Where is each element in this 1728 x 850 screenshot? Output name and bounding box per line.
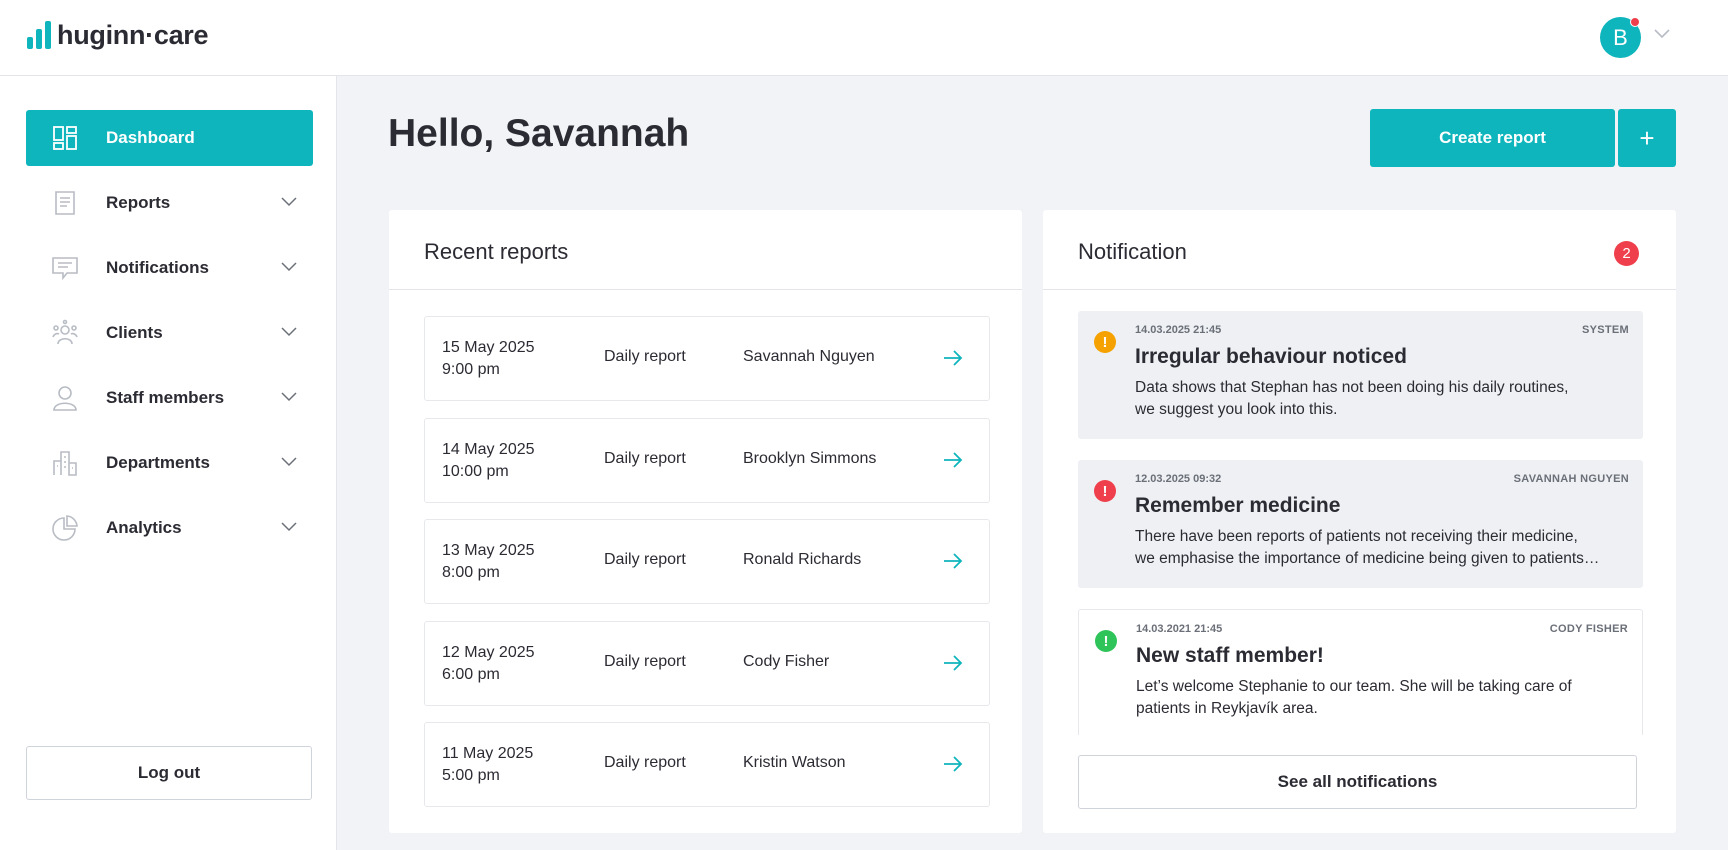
notifications-card: Notification 2 ! 14.03.2025 21:45 SYSTEM… bbox=[1043, 210, 1676, 833]
report-author: Cody Fisher bbox=[743, 653, 830, 670]
report-datetime: 13 May 2025 8:00 pm bbox=[442, 542, 535, 581]
page-title: Hello, Savannah bbox=[388, 112, 690, 155]
table-row[interactable]: 15 May 2025 9:00 pm Daily report Savannah… bbox=[424, 316, 990, 401]
notification-item[interactable]: ! 12.03.2025 09:32 SAVANNAH NGUYEN Remem… bbox=[1078, 460, 1643, 588]
card-header: Notification 2 bbox=[1043, 210, 1676, 290]
chevron-down-icon[interactable] bbox=[281, 197, 297, 207]
reports-icon bbox=[55, 191, 75, 215]
logo-text: huginn·care bbox=[57, 20, 209, 50]
sidebar-item-label: Departments bbox=[106, 453, 210, 472]
arrow-right-icon[interactable] bbox=[943, 655, 963, 671]
notification-body: Data shows that Stephan has not been doi… bbox=[1135, 379, 1569, 418]
clients-icon bbox=[52, 319, 78, 345]
notification-time: 14.03.2025 21:45 bbox=[1135, 324, 1222, 336]
notification-source: SYSTEM bbox=[1581, 324, 1629, 336]
table-row[interactable]: 14 May 2025 10:00 pm Daily report Brookly… bbox=[424, 418, 990, 503]
chevron-down-icon[interactable] bbox=[281, 262, 297, 272]
recent-reports-card: Recent reports 15 May 2025 9:00 pm Daily … bbox=[389, 210, 1022, 833]
report-datetime: 15 May 2025 9:00 pm bbox=[442, 339, 535, 378]
report-author: Ronald Richards bbox=[743, 551, 862, 568]
notifications-list[interactable]: ! 14.03.2025 21:45 SYSTEM Irregular beha… bbox=[1078, 311, 1643, 735]
report-type: Daily report bbox=[604, 348, 686, 365]
card-header: Recent reports bbox=[389, 210, 1022, 290]
chevron-down-icon[interactable] bbox=[281, 522, 297, 532]
notification-title: New staff member! bbox=[1136, 644, 1324, 667]
sidebar-item-label: Notifications bbox=[106, 258, 209, 277]
sidebar: Dashboard Reports Notifications Clients … bbox=[0, 76, 337, 850]
dashboard-icon bbox=[53, 126, 77, 150]
warning-icon: ! bbox=[1094, 331, 1116, 353]
table-row[interactable]: 12 May 2025 6:00 pm Daily report Cody Fis… bbox=[424, 621, 990, 706]
chevron-down-icon[interactable] bbox=[281, 392, 297, 402]
info-icon: ! bbox=[1095, 630, 1117, 652]
arrow-right-icon[interactable] bbox=[943, 350, 963, 366]
report-type: Daily report bbox=[604, 653, 686, 670]
notification-source: CODY FISHER bbox=[1549, 623, 1628, 635]
notification-count-badge: 2 bbox=[1614, 241, 1639, 266]
arrow-right-icon[interactable] bbox=[943, 553, 963, 569]
sidebar-item-staff-members[interactable]: Staff members bbox=[26, 370, 313, 426]
notification-title: Irregular behaviour noticed bbox=[1135, 345, 1407, 368]
alert-icon: ! bbox=[1094, 480, 1116, 502]
table-row[interactable]: 11 May 2025 5:00 pm Daily report Kristin … bbox=[424, 722, 990, 807]
logo[interactable]: huginn·care bbox=[27, 20, 209, 50]
see-all-notifications-button[interactable]: See all notifications bbox=[1078, 755, 1637, 809]
report-author: Kristin Watson bbox=[743, 754, 846, 771]
report-author: Savannah Nguyen bbox=[743, 348, 875, 365]
report-type: Daily report bbox=[604, 450, 686, 467]
notifications-icon bbox=[52, 257, 78, 281]
report-datetime: 12 May 2025 6:00 pm bbox=[442, 644, 535, 683]
report-datetime: 14 May 2025 10:00 pm bbox=[442, 441, 535, 480]
notification-source: SAVANNAH NGUYEN bbox=[1513, 473, 1629, 485]
report-type: Daily report bbox=[604, 551, 686, 568]
notification-body: There have been reports of patients not … bbox=[1135, 528, 1600, 567]
sidebar-item-label: Clients bbox=[106, 323, 163, 342]
report-author: Brooklyn Simmons bbox=[743, 450, 877, 467]
top-bar: huginn·care B bbox=[0, 0, 1728, 76]
chevron-down-icon[interactable] bbox=[1654, 29, 1670, 39]
arrow-right-icon[interactable] bbox=[943, 452, 963, 468]
sidebar-item-reports[interactable]: Reports bbox=[26, 175, 313, 231]
sidebar-item-notifications[interactable]: Notifications bbox=[26, 240, 313, 296]
notification-item[interactable]: ! 14.03.2021 21:45 CODY FISHER New staff… bbox=[1078, 609, 1643, 735]
sidebar-item-label: Staff members bbox=[106, 388, 225, 407]
logout-button[interactable]: Log out bbox=[26, 746, 312, 800]
chevron-down-icon[interactable] bbox=[281, 327, 297, 337]
table-row[interactable]: 13 May 2025 8:00 pm Daily report Ronald R… bbox=[424, 519, 990, 604]
analytics-icon bbox=[52, 515, 78, 541]
notifications-title: Notification bbox=[1078, 239, 1187, 264]
sidebar-item-departments[interactable]: Departments bbox=[26, 435, 313, 491]
add-button[interactable]: + bbox=[1618, 109, 1676, 167]
chevron-down-icon[interactable] bbox=[281, 457, 297, 467]
notification-time: 12.03.2025 09:32 bbox=[1135, 473, 1222, 485]
sidebar-item-clients[interactable]: Clients bbox=[26, 305, 313, 361]
departments-icon bbox=[53, 451, 77, 476]
avatar-status-dot bbox=[1630, 17, 1640, 27]
sidebar-item-label: Analytics bbox=[106, 518, 182, 537]
recent-reports-title: Recent reports bbox=[424, 239, 569, 264]
logo-bars-icon bbox=[27, 21, 51, 49]
notification-body: Let’s welcome Stephanie to our team. She… bbox=[1136, 678, 1572, 717]
sidebar-item-label: Dashboard bbox=[106, 128, 195, 147]
arrow-right-icon[interactable] bbox=[943, 756, 963, 772]
report-type: Daily report bbox=[604, 754, 686, 771]
notification-time: 14.03.2021 21:45 bbox=[1136, 623, 1223, 635]
report-datetime: 11 May 2025 5:00 pm bbox=[442, 745, 534, 784]
sidebar-item-label: Reports bbox=[106, 193, 171, 212]
create-report-button[interactable]: Create report bbox=[1370, 109, 1615, 167]
notification-item[interactable]: ! 14.03.2025 21:45 SYSTEM Irregular beha… bbox=[1078, 311, 1643, 439]
sidebar-item-dashboard[interactable]: Dashboard bbox=[26, 110, 313, 166]
staff-icon bbox=[53, 386, 77, 411]
notification-title: Remember medicine bbox=[1135, 494, 1341, 517]
sidebar-item-analytics[interactable]: Analytics bbox=[26, 500, 313, 556]
